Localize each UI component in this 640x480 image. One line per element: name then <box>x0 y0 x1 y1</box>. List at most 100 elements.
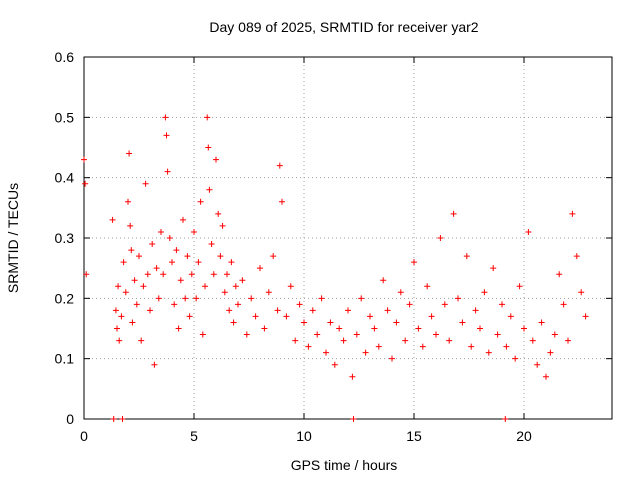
data-point <box>142 180 149 187</box>
data-point <box>257 265 263 272</box>
data-point <box>213 156 219 163</box>
data-point <box>353 331 360 338</box>
data-point <box>371 325 378 332</box>
data-point <box>164 168 171 175</box>
data-point <box>144 271 151 278</box>
data-point <box>83 271 90 278</box>
data-point <box>573 253 580 260</box>
data-point <box>81 156 87 163</box>
data-point <box>180 216 186 223</box>
data-point <box>380 277 387 284</box>
data-point <box>131 277 138 284</box>
data-point <box>126 150 133 157</box>
data-point <box>507 313 514 320</box>
data-point <box>115 283 122 290</box>
y-tick-label: 0.4 <box>55 170 75 186</box>
data-point <box>350 416 357 422</box>
data-point <box>191 228 197 235</box>
data-point <box>230 319 237 326</box>
y-tick-label: 0.6 <box>55 49 75 65</box>
data-point <box>525 228 532 235</box>
data-point <box>171 301 178 308</box>
y-tick-label: 0.3 <box>55 230 75 246</box>
data-point <box>215 210 222 217</box>
data-point <box>136 253 142 260</box>
data-point <box>261 325 268 332</box>
data-point <box>160 271 167 278</box>
data-point <box>219 222 226 229</box>
data-point <box>358 295 365 302</box>
data-point <box>543 373 549 380</box>
y-ticks: 0 0.1 0.2 0.3 0.4 0.5 0.6 <box>55 49 612 427</box>
data-point <box>428 313 435 320</box>
data-point <box>560 301 567 308</box>
y-tick-label: 0 <box>66 411 74 427</box>
data-point <box>163 132 170 139</box>
data-point <box>331 361 338 368</box>
data-point <box>503 343 510 350</box>
data-point <box>468 343 475 350</box>
data-point <box>199 331 206 338</box>
data-point <box>502 416 509 422</box>
data-point <box>147 307 153 314</box>
data-point <box>556 271 563 278</box>
data-point <box>175 325 182 332</box>
data-point <box>534 361 541 368</box>
data-point <box>217 253 224 260</box>
data-point <box>349 373 356 380</box>
data-point <box>158 228 164 235</box>
x-tick-label: 10 <box>296 428 312 444</box>
data-points <box>81 114 589 422</box>
data-point <box>499 301 505 308</box>
data-point <box>406 301 413 308</box>
data-point <box>314 331 321 338</box>
data-point <box>153 265 160 272</box>
x-tick-label: 5 <box>190 428 198 444</box>
data-point <box>538 319 545 326</box>
data-point <box>318 295 325 302</box>
data-point <box>276 162 283 169</box>
data-point <box>112 307 119 314</box>
data-point <box>119 416 126 422</box>
data-point <box>455 295 461 302</box>
data-point <box>305 343 312 350</box>
data-point <box>512 355 519 362</box>
data-point <box>122 289 129 296</box>
data-point <box>569 210 576 217</box>
grid <box>84 57 612 419</box>
y-tick-label: 0.1 <box>55 351 75 367</box>
data-point <box>327 319 334 326</box>
y-tick-label: 0.5 <box>55 109 75 125</box>
data-point <box>195 259 202 266</box>
data-point <box>202 283 208 290</box>
data-point <box>521 325 527 332</box>
data-point <box>485 349 492 356</box>
data-point <box>551 331 558 338</box>
data-point <box>133 301 140 308</box>
data-point <box>114 325 120 332</box>
y-tick-label: 0.2 <box>55 290 75 306</box>
data-point <box>459 319 466 326</box>
data-point <box>208 241 215 248</box>
data-point <box>204 114 211 121</box>
data-point <box>463 253 470 260</box>
data-point <box>140 283 147 290</box>
x-tick-label: 20 <box>516 428 532 444</box>
data-point <box>265 289 272 296</box>
data-point <box>270 253 277 260</box>
data-point <box>110 416 117 422</box>
data-point <box>221 289 228 296</box>
data-point <box>336 325 343 332</box>
data-point <box>323 349 329 356</box>
data-point <box>162 114 169 121</box>
data-point <box>182 295 189 302</box>
data-point <box>375 343 382 350</box>
data-point <box>129 319 136 326</box>
data-point <box>128 247 135 254</box>
data-point <box>155 295 162 302</box>
data-point <box>362 349 369 356</box>
data-point <box>345 307 351 314</box>
data-point <box>419 343 426 350</box>
data-point <box>411 259 417 266</box>
